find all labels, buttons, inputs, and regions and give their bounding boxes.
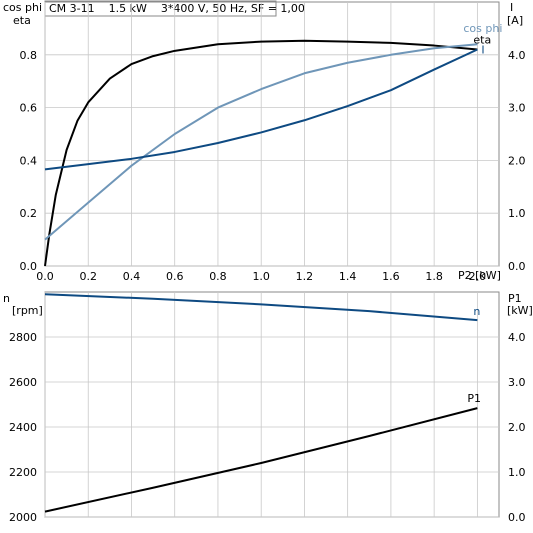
series-line-n (44, 293, 478, 322)
x-tick-label: 1.8 (425, 270, 443, 283)
y-right-tick-label: 1.0 (508, 207, 526, 220)
y-right-tick-label: 2.0 (508, 154, 526, 167)
series-label-eta: eta (473, 34, 491, 47)
top-xlabel: P2 [kW] (458, 269, 501, 282)
series-line-I (44, 48, 478, 171)
top-ylabel-right-2: [A] (507, 14, 523, 27)
y-left-tick-label: 2200 (9, 466, 37, 479)
bottom-ylabel-left-1: n (3, 292, 10, 305)
series-line-P1 (44, 407, 478, 513)
series-label-cos-phi: cos phi (463, 22, 502, 35)
y-left-tick-label: 0.6 (20, 102, 38, 115)
y-left-tick-label: 2600 (9, 376, 37, 389)
chart-title: CM 3-11 1.5 kW 3*400 V, 50 Hz, SF = 1,00 (49, 2, 305, 15)
y-left-tick-label: 2400 (9, 421, 37, 434)
plot-frame-1 (44, 291, 500, 518)
y-left-tick-label: 2800 (9, 331, 37, 344)
y-left-tick-label: 0.8 (20, 49, 38, 62)
y-right-tick-label: 2.0 (508, 421, 526, 434)
x-tick-label: 0.8 (209, 270, 227, 283)
y-left-tick-label: 0.0 (20, 260, 38, 273)
series-label-I: I (481, 44, 484, 57)
series-line-eta (44, 39, 478, 267)
y-right-tick-label: 4.0 (508, 49, 526, 62)
y-right-tick-label: 4.0 (508, 331, 526, 344)
y-right-tick-label: 0.0 (508, 260, 526, 273)
y-left-tick-label: 2000 (9, 511, 37, 524)
x-tick-label: 2.0 (469, 270, 487, 283)
y-left-tick-label: 0.4 (20, 154, 38, 167)
x-tick-label: 1.4 (339, 270, 357, 283)
x-tick-label: 1.2 (296, 270, 314, 283)
y-right-tick-label: 3.0 (508, 102, 526, 115)
series-line-cos-phi (44, 43, 478, 241)
x-tick-label: 0.4 (123, 270, 141, 283)
series-label-P1: P1 (467, 392, 481, 405)
bottom-ylabel-left-2: [rpm] (12, 304, 43, 317)
bottom-ylabel-right-2: [kW] (507, 304, 533, 317)
x-tick-label: 0.0 (36, 270, 54, 283)
plot-layer: 0.0 0.2 0.4 0.6 0.8 0.0 1.0 2.0 3.0 4.0 0.0 0.2 0.4 0… (9, 1, 526, 524)
y-left-tick-label: 0.2 (20, 207, 38, 220)
x-tick-label: 0.2 (79, 270, 97, 283)
x-tick-label: 0.6 (166, 270, 184, 283)
bottom-ylabel-right-1: P1 (508, 292, 522, 305)
top-ylabel-right-1: I (510, 1, 513, 14)
series-label-n: n (473, 305, 480, 318)
y-right-tick-label: 3.0 (508, 376, 526, 389)
top-ylabel-left-2: eta (13, 14, 31, 27)
x-tick-label: 1.0 (252, 270, 270, 283)
y-right-tick-label: 0.0 (508, 511, 526, 524)
x-tick-label: 1.6 (382, 270, 400, 283)
top-ylabel-left-1: cos phi (3, 1, 42, 14)
y-right-tick-label: 1.0 (508, 466, 526, 479)
